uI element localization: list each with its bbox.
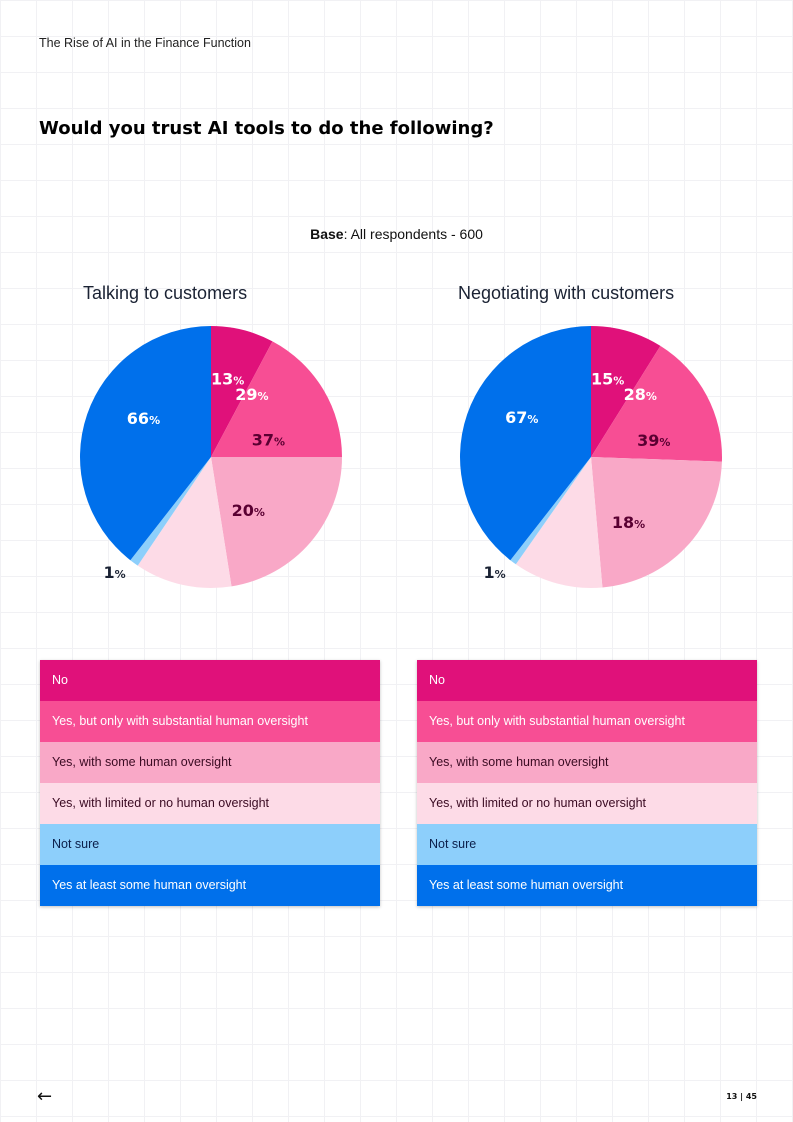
pie-chart-negotiating: 15%28% 39% 18% 1% 67%	[459, 326, 722, 588]
page-number: 13 | 45	[726, 1092, 757, 1101]
document-title: The Rise of AI in the Finance Function	[39, 36, 251, 50]
base-note: Base: All respondents - 600	[0, 226, 793, 242]
base-label: Base	[310, 226, 344, 242]
data-label-1: 13%	[211, 370, 244, 389]
pie-chart-talking: 13%29% 37% 20% 1% 66%	[79, 326, 342, 588]
legend-item: Yes, with some human oversight	[417, 742, 757, 783]
legend-item: Yes, with limited or no human oversight	[40, 783, 380, 824]
pie-slice-6	[79, 326, 212, 561]
data-label-2: 28%	[624, 385, 657, 404]
chart-title-talking: Talking to customers	[83, 283, 248, 303]
pie-slice-1	[211, 326, 273, 457]
data-label-5: 1%	[483, 563, 505, 582]
legend-item: Yes, but only with substantial human ove…	[417, 701, 757, 742]
data-label-3: 37%	[252, 430, 285, 449]
legend-item: Yes, with some human oversight	[40, 742, 380, 783]
legend-item: Not sure	[40, 824, 380, 865]
chart-title-negotiating: Negotiating with customers	[458, 283, 675, 303]
pie-slice-2	[591, 345, 722, 462]
data-label-1: 15%	[591, 370, 624, 389]
pie-slice-5	[130, 457, 211, 566]
legend-item: Yes at least some human oversight	[417, 865, 757, 906]
pie-slice-3	[211, 457, 342, 587]
legend-item: Yes at least some human oversight	[40, 865, 380, 906]
legend-negotiating: No Yes, but only with substantial human o…	[417, 660, 757, 906]
data-label-4: 18%	[612, 513, 645, 532]
pie-slice-4	[137, 457, 232, 588]
legend-item: Not sure	[417, 824, 757, 865]
data-label-4: 20%	[232, 501, 265, 520]
base-text: : All respondents - 600	[343, 226, 483, 242]
question-heading: Would you trust AI tools to do the follo…	[39, 118, 494, 139]
legend-item: No	[417, 660, 757, 701]
pie-slice-6	[459, 326, 591, 561]
legend-item: Yes, with limited or no human oversight	[417, 783, 757, 824]
pie-slice-4	[515, 457, 603, 588]
data-label-5: 1%	[103, 563, 125, 582]
legend-talking: No Yes, but only with substantial human o…	[40, 660, 380, 906]
data-label-6: 66%	[127, 409, 160, 428]
legend-item: No	[40, 660, 380, 701]
pie-slice-1	[591, 326, 661, 457]
pie-slice-3	[591, 457, 722, 588]
arrow-left-icon[interactable]: ←	[37, 1086, 53, 1107]
legend-item: Yes, but only with substantial human ove…	[40, 701, 380, 742]
data-label-6: 67%	[505, 408, 538, 427]
data-label-2: 29%	[235, 385, 268, 404]
pie-slice-5	[510, 457, 591, 565]
pie-slice-2	[211, 341, 342, 457]
data-label-3: 39%	[637, 431, 670, 450]
